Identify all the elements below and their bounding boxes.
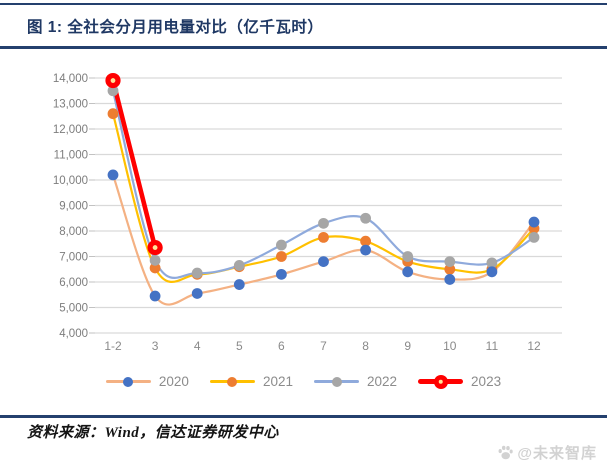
top-rule: [0, 3, 607, 5]
footer-rule: [0, 415, 607, 418]
svg-text:7,000: 7,000: [59, 252, 88, 264]
series-markers-2021: [107, 108, 540, 280]
legend-item-2021: 2021: [209, 374, 293, 389]
svg-text:5: 5: [236, 339, 243, 353]
svg-text:4: 4: [194, 339, 201, 353]
legend-label: 2022: [367, 374, 398, 389]
svg-text:4,000: 4,000: [59, 328, 88, 340]
series-line-2023: [110, 78, 158, 250]
legend-marker-center: [438, 379, 443, 384]
series-line-2022: [111, 89, 536, 279]
svg-text:14,000: 14,000: [53, 73, 88, 85]
legend-label: 2023: [471, 374, 502, 389]
series-line-2021: [111, 112, 536, 283]
legend-item-2023: 2023: [418, 374, 501, 389]
svg-text:11,000: 11,000: [54, 150, 88, 162]
y-axis-labels: 4,000 5,000 6,000 7,000 8,000 9,000 10,000 11,0…: [53, 73, 88, 340]
svg-text:10,000: 10,000: [53, 175, 88, 187]
legend-line-2023: [418, 374, 464, 389]
svg-text:8: 8: [362, 339, 369, 353]
legend-marker-icon: [123, 376, 134, 387]
legend-item-2022: 2022: [314, 374, 397, 389]
legend-line-2021: [209, 376, 255, 387]
svg-text:9: 9: [404, 339, 411, 353]
legend-marker-icon: [331, 376, 342, 387]
watermark: @未来智库: [497, 442, 597, 463]
legend-line-2022: [314, 376, 359, 387]
legend-label: 2020: [158, 374, 189, 389]
series-markers-2022: [107, 85, 540, 279]
svg-text:9,000: 9,000: [59, 201, 88, 213]
series-markers-2023: [105, 72, 163, 256]
line-chart: 4,000 5,000 6,000 7,000 8,000 9,000 10,000 11,0…: [53, 72, 562, 353]
legend-marker-icon: [433, 374, 448, 389]
legend-marker-icon: [227, 376, 238, 387]
svg-text:1-2: 1-2: [104, 339, 122, 353]
chart-svg: 4,000 5,000 6,000 7,000 8,000 9,000 10,000 11,0…: [53, 72, 562, 353]
series-markers: [105, 72, 540, 302]
legend-item-2020: 2020: [105, 374, 189, 389]
svg-text:3: 3: [152, 339, 159, 353]
svg-text:5,000: 5,000: [59, 303, 88, 315]
source-note: 资料来源：Wind，信达证券研发中心: [27, 425, 279, 441]
paw-icon: [498, 445, 514, 460]
series-lines: [110, 78, 536, 306]
legend-label: 2021: [262, 374, 293, 389]
svg-text:12,000: 12,000: [53, 124, 88, 136]
svg-text:12: 12: [527, 339, 541, 353]
legend-line-2020: [105, 376, 151, 387]
title-rule: [0, 46, 607, 49]
figure-title: 图 1: 全社会分月用电量对比（亿千瓦时）: [27, 19, 324, 36]
svg-text:11: 11: [486, 339, 499, 353]
series-markers-2020: [107, 169, 540, 302]
x-axis-labels: 1-2 3 4 5 6 7 8 9 10 11 12: [104, 339, 541, 353]
watermark-text: @未来智库: [517, 445, 597, 462]
gridlines: [89, 77, 562, 334]
svg-text:7: 7: [320, 339, 327, 353]
svg-text:13,000: 13,000: [53, 99, 88, 111]
svg-text:8,000: 8,000: [59, 226, 88, 238]
svg-text:10: 10: [443, 339, 457, 353]
svg-text:6: 6: [278, 339, 285, 353]
chart-legend: 2020 2021 2022 2023: [0, 374, 607, 389]
svg-text:6,000: 6,000: [59, 277, 88, 289]
